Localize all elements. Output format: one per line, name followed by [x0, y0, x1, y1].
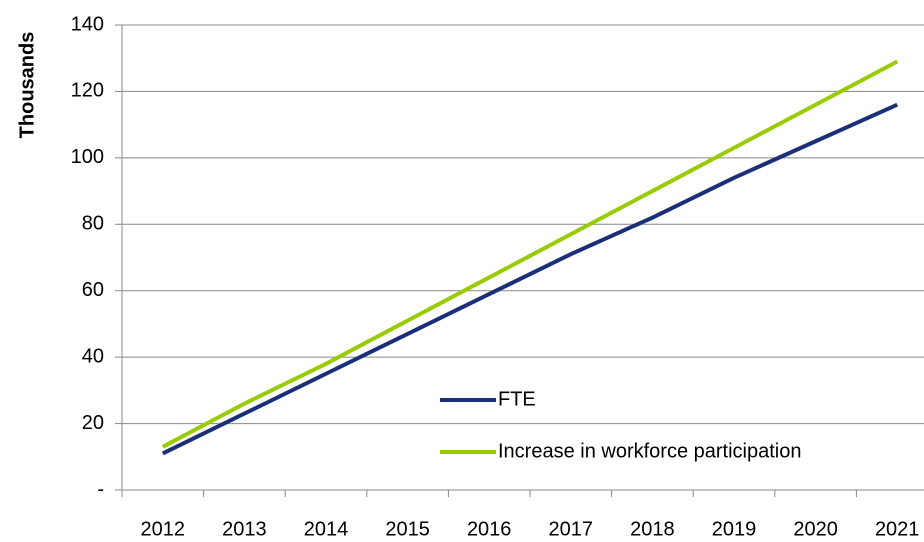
- x-tick-label: 2018: [630, 518, 675, 540]
- x-tick-label: 2020: [793, 518, 838, 540]
- y-axis-label: Thousands: [16, 32, 38, 139]
- legend-label: FTE: [498, 388, 536, 410]
- x-tick-label: 2017: [549, 518, 594, 540]
- y-tick-label: 20: [82, 412, 104, 434]
- y-tick-label: 40: [82, 345, 104, 367]
- y-tick-label: 120: [71, 80, 104, 102]
- x-tick-label: 2015: [385, 518, 430, 540]
- legend-label: Increase in workforce participation: [498, 440, 801, 462]
- x-tick-label: 2012: [141, 518, 186, 540]
- y-tick-label: 100: [71, 146, 104, 168]
- x-tick-label: 2013: [222, 518, 267, 540]
- x-tick-label: 2014: [304, 518, 349, 540]
- x-tick-label: 2019: [712, 518, 757, 540]
- y-tick-label: 80: [82, 213, 104, 235]
- x-tick-label: 2016: [467, 518, 512, 540]
- y-tick-label: 140: [71, 13, 104, 35]
- x-tick-label: 2021: [875, 518, 920, 540]
- series-line: [161, 102, 899, 456]
- y-tick-label: -: [97, 478, 104, 500]
- y-tick-label: 60: [82, 279, 104, 301]
- series-line: [161, 59, 899, 449]
